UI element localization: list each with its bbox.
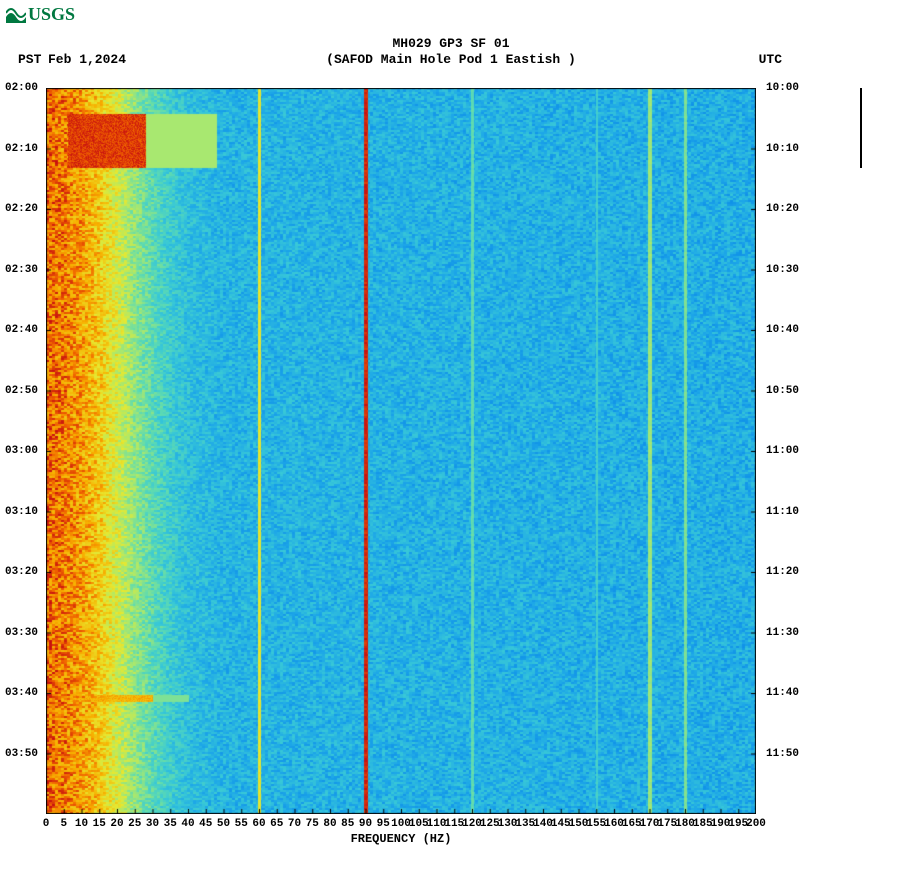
y-tick-right: 10:10: [766, 143, 799, 155]
y-tick-right: 11:50: [766, 748, 799, 760]
x-tick: 200: [746, 818, 766, 830]
x-tick: 25: [128, 818, 141, 830]
plot-title-line1: MH029 GP3 SF 01: [0, 36, 902, 51]
y-tick-left: 02:40: [5, 324, 38, 336]
x-tick: 40: [181, 818, 194, 830]
x-tick: 65: [270, 818, 283, 830]
x-tick: 45: [199, 818, 212, 830]
y-tick-right: 10:20: [766, 203, 799, 215]
y-tick-left: 03:30: [5, 627, 38, 639]
spectrogram-plot: [46, 88, 756, 814]
y-tick-left: 03:50: [5, 748, 38, 760]
x-tick: 0: [43, 818, 50, 830]
x-tick: 90: [359, 818, 372, 830]
x-tick: 55: [235, 818, 248, 830]
x-tick: 70: [288, 818, 301, 830]
usgs-logo: USGS: [6, 4, 75, 25]
x-tick: 20: [110, 818, 123, 830]
x-tick: 30: [146, 818, 159, 830]
y-tick-left: 02:10: [5, 143, 38, 155]
x-tick: 10: [75, 818, 88, 830]
y-tick-right: 10:40: [766, 324, 799, 336]
x-tick: 95: [377, 818, 390, 830]
y-tick-right: 11:10: [766, 506, 799, 518]
y-tick-right: 11:40: [766, 687, 799, 699]
x-tick: 80: [323, 818, 336, 830]
x-tick: 35: [164, 818, 177, 830]
right-timezone-label: UTC: [759, 52, 782, 67]
y-tick-right: 10:50: [766, 385, 799, 397]
x-tick: 75: [306, 818, 319, 830]
y-tick-left: 02:00: [5, 82, 38, 94]
usgs-logo-text: USGS: [28, 4, 75, 25]
right-side-marker: [860, 88, 862, 168]
usgs-wave-icon: [6, 7, 26, 23]
x-tick: 5: [60, 818, 67, 830]
y-tick-left: 03:10: [5, 506, 38, 518]
y-tick-right: 10:30: [766, 264, 799, 276]
y-tick-left: 02:50: [5, 385, 38, 397]
spectrogram-canvas: [46, 88, 756, 814]
y-tick-left: 02:30: [5, 264, 38, 276]
y-tick-right: 11:20: [766, 566, 799, 578]
x-tick: 15: [93, 818, 106, 830]
y-tick-left: 03:00: [5, 445, 38, 457]
y-tick-left: 03:40: [5, 687, 38, 699]
y-tick-right: 11:30: [766, 627, 799, 639]
y-tick-left: 03:20: [5, 566, 38, 578]
x-tick: 60: [252, 818, 265, 830]
date-label: Feb 1,2024: [48, 52, 126, 67]
y-tick-right: 11:00: [766, 445, 799, 457]
x-tick: 50: [217, 818, 230, 830]
left-timezone-label: PST: [18, 52, 41, 67]
y-tick-right: 10:00: [766, 82, 799, 94]
x-tick: 85: [341, 818, 354, 830]
page: USGS MH029 GP3 SF 01 (SAFOD Main Hole Po…: [0, 0, 902, 893]
x-axis-label: FREQUENCY (HZ): [46, 832, 756, 846]
y-tick-left: 02:20: [5, 203, 38, 215]
